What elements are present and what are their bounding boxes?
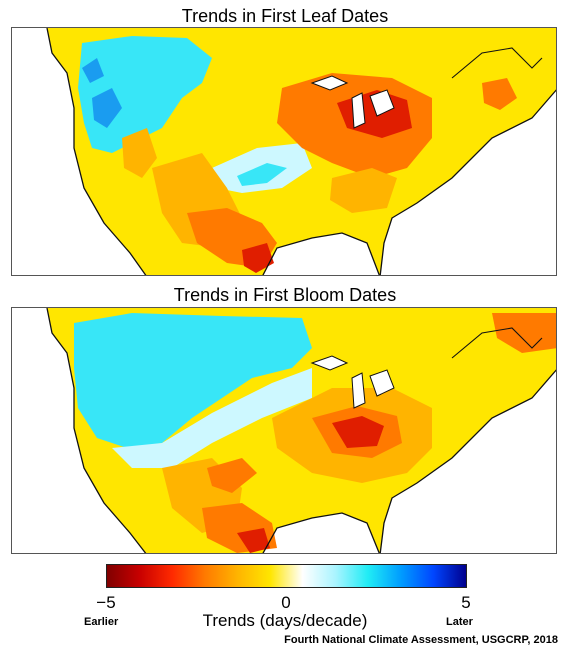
leaf-lake-michigan [351,92,366,129]
leaf-west-cyan-region [78,36,212,153]
bloom-west-cyan-region [74,313,312,448]
leaf-pacific-ocean [12,28,146,275]
bloom-atlantic-ocean [380,370,556,553]
bloom-pacific-ocean [12,308,146,553]
bloom-gulf-of-mexico [263,513,380,553]
bloom-lake-superior [310,355,349,371]
bloom-lake-michigan [351,372,366,409]
bloom-mid-orange-streak [207,458,257,493]
leaf-west-coastline [46,28,147,275]
first-bloom-trend-map [11,307,557,554]
bloom-map-title: Trends in First Bloom Dates [173,285,397,305]
leaf-central-cyan-streak [237,163,287,186]
source-credit: Fourth National Climate Assessment, USGC… [284,634,558,646]
leaf-west-orange-strip [122,128,157,178]
leaf-east-coastline [379,89,556,275]
leaf-map-svg [12,28,556,275]
leaf-pacific-nw-blue [82,58,104,83]
bloom-lake-huron [369,369,395,397]
leaf-southeast-orange [330,168,397,213]
colorbar-min-label: −5 [96,593,116,612]
bloom-texas-red [237,528,270,553]
first-leaf-trend-map [11,27,557,276]
trend-colorbar [106,564,467,588]
bloom-northeast-red [492,313,556,353]
leaf-west-blue-patch [92,88,122,128]
leaf-gulf-coastline [262,232,380,275]
bloom-west-coastline [46,308,147,553]
bloom-pale-band [112,368,312,468]
leaf-texas-red [242,243,274,273]
bloom-gulf-coastline [262,512,380,553]
leaf-atlantic-ocean [380,90,556,275]
bloom-core-red [332,416,384,448]
leaf-lake-huron [369,89,395,117]
colorbar-units-label: Trends (days/decade) [202,611,368,630]
leaf-map-title: Trends in First Leaf Dates [181,6,389,26]
bloom-hudson-bay-coast [451,327,543,359]
colorbar-max-label: 5 [461,593,471,612]
colorbar-zero-label: 0 [281,593,291,612]
leaf-lake-superior [310,75,349,91]
leaf-hudson-bay-coast [451,47,543,79]
leaf-northeast-orange [482,78,517,110]
bloom-map-svg [12,308,556,553]
leaf-gulf-of-mexico [263,233,380,275]
later-label: Later [446,616,473,628]
earlier-label: Earlier [84,616,119,628]
bloom-east-coastline [379,369,556,553]
